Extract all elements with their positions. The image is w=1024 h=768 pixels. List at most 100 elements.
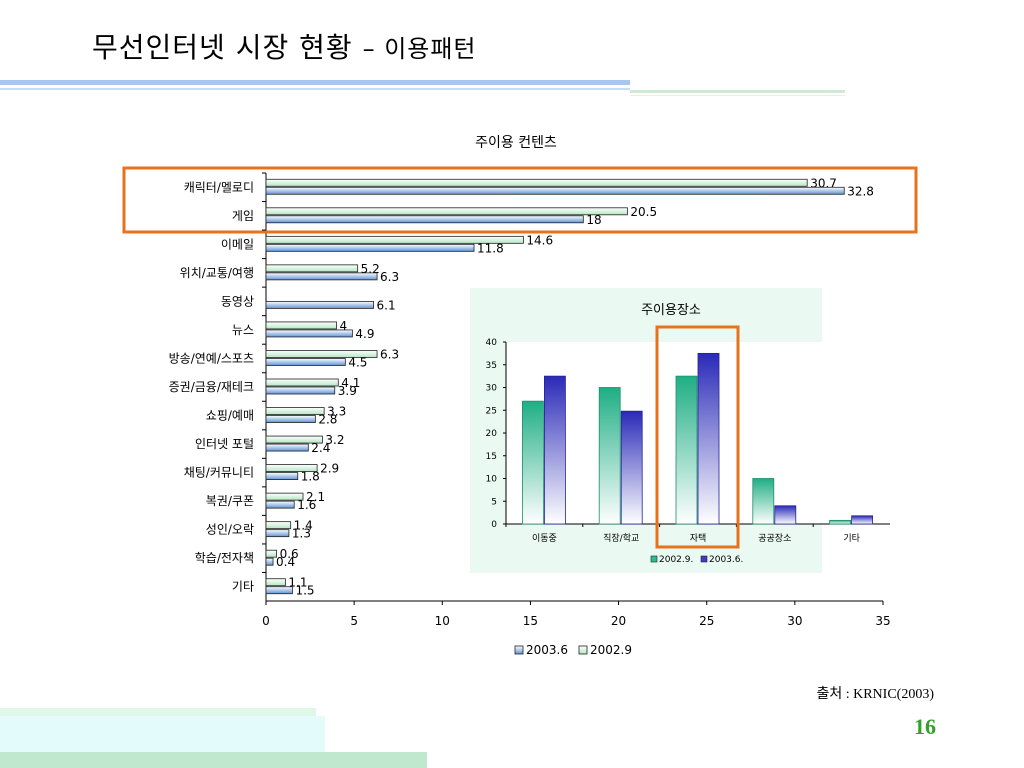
data-label: 6.1 bbox=[377, 298, 396, 312]
bar-2002-9 bbox=[265, 492, 304, 501]
category-label: 방송/연예/스포츠 bbox=[169, 351, 254, 365]
x-tick-label: 15 bbox=[523, 614, 538, 628]
inset-bar-2003-6- bbox=[851, 515, 873, 525]
inset-bar-2003-6- bbox=[620, 410, 643, 525]
bar-2002-9 bbox=[265, 521, 292, 530]
bar-2003-6 bbox=[265, 472, 299, 481]
title-underline bbox=[0, 80, 630, 85]
inset-category-label: 직장/학교 bbox=[603, 533, 639, 544]
footer-decoration-top bbox=[0, 708, 316, 716]
category-label: 학습/전자책 bbox=[195, 550, 254, 565]
inset-bar-2002-9- bbox=[522, 400, 544, 525]
inset-legend-swatch bbox=[650, 555, 658, 563]
slide-title: 무선인터넷 시장 현황 – 이용패턴 bbox=[92, 26, 477, 66]
highlight-box bbox=[122, 166, 918, 234]
category-label: 채팅/커뮤니티 bbox=[184, 466, 254, 480]
x-tick-label: 35 bbox=[875, 614, 890, 628]
footer-decoration-mid bbox=[0, 716, 325, 752]
bar-2002-9 bbox=[265, 207, 628, 216]
bar-2003-6 bbox=[265, 215, 584, 224]
inset-y-tick-label: 25 bbox=[486, 406, 497, 416]
inset-category-label: 자택 bbox=[690, 533, 707, 544]
data-label: 4 bbox=[340, 319, 348, 333]
category-label: 복권/쿠폰 bbox=[206, 494, 254, 508]
x-tick-label: 10 bbox=[435, 614, 450, 628]
bar-2002-9 bbox=[265, 350, 378, 358]
page-number: 16 bbox=[914, 714, 936, 739]
slide-title-main: 무선인터넷 시장 현황 bbox=[92, 31, 353, 64]
bar-2002-9 bbox=[265, 178, 808, 187]
bar-2002-9 bbox=[265, 549, 277, 558]
x-tick-label: 5 bbox=[350, 614, 358, 628]
legend-label: 2002.9 bbox=[590, 643, 632, 657]
data-label: 5.2 bbox=[361, 262, 380, 276]
bar-2003-6 bbox=[265, 386, 336, 395]
category-label: 캐릭터/멜로디 bbox=[184, 180, 254, 194]
inset-bar-2002-9- bbox=[829, 519, 851, 525]
x-tick-label: 20 bbox=[611, 614, 626, 628]
data-label: 2.1 bbox=[306, 490, 325, 504]
inset-bar-2002-9- bbox=[598, 387, 621, 525]
category-label: 기타 bbox=[232, 580, 254, 594]
bar-2003-6 bbox=[265, 243, 475, 252]
data-label: 1.6 bbox=[297, 498, 316, 512]
inset-chart-title: 주이용장소 bbox=[641, 303, 701, 318]
inset-bar-2002-9- bbox=[752, 478, 775, 525]
data-label: 32.8 bbox=[847, 184, 874, 198]
inset-bar-2003-6- bbox=[697, 352, 720, 525]
data-label: 18 bbox=[586, 213, 601, 227]
data-label: 0.4 bbox=[276, 555, 295, 569]
inset-y-tick-label: 5 bbox=[491, 497, 497, 507]
data-label: 1.8 bbox=[301, 470, 320, 484]
bar-2002-9 bbox=[265, 235, 524, 244]
data-label: 3.3 bbox=[327, 405, 346, 419]
inset-legend-label: 2002.9. bbox=[659, 555, 693, 565]
inset-category-label: 기타 bbox=[843, 533, 860, 544]
data-label: 0.6 bbox=[280, 547, 299, 561]
data-label: 4.5 bbox=[348, 355, 367, 369]
chart-title: 주이용 컨텐츠 bbox=[475, 135, 557, 151]
bar-2003-6 bbox=[265, 557, 274, 566]
bar-2003-6 bbox=[265, 358, 346, 366]
x-tick-label: 0 bbox=[262, 614, 270, 628]
x-tick-label: 30 bbox=[787, 614, 802, 628]
inset-bar-2002-9- bbox=[675, 375, 698, 525]
category-label: 위치/교통/여행 bbox=[180, 265, 254, 280]
bar-2003-6 bbox=[265, 500, 295, 509]
inset-highlight-box bbox=[655, 325, 740, 549]
data-label: 3.2 bbox=[325, 433, 344, 447]
bar-2002-9 bbox=[265, 578, 286, 587]
inset-y-tick-label: 35 bbox=[486, 361, 497, 371]
inset-y-tick-label: 0 bbox=[491, 520, 497, 530]
title-underline-accent-thin bbox=[630, 95, 845, 96]
title-underline-thin bbox=[0, 88, 630, 90]
data-label: 2.4 bbox=[311, 441, 330, 455]
bar-2003-6 bbox=[265, 329, 353, 338]
bar-2003-6 bbox=[265, 586, 293, 595]
data-label: 1.4 bbox=[294, 519, 313, 533]
category-label: 증권/금융/재테크 bbox=[169, 380, 254, 394]
inset-bar-2003-6- bbox=[774, 505, 797, 525]
bar-2003-6 bbox=[265, 300, 374, 309]
data-label: 20.5 bbox=[630, 205, 657, 219]
inset-category-label: 공공장소 bbox=[758, 533, 791, 544]
inset-y-tick-label: 30 bbox=[486, 384, 498, 394]
data-label: 4.1 bbox=[341, 376, 360, 390]
source-note: 출처 : KRNIC(2003) bbox=[816, 687, 934, 702]
category-label: 쇼핑/예매 bbox=[206, 409, 254, 423]
legend-swatch bbox=[578, 645, 588, 655]
data-label: 30.7 bbox=[810, 176, 837, 190]
bar-2002-9 bbox=[265, 378, 339, 387]
category-label: 이메일 bbox=[221, 237, 254, 251]
category-label: 성인/오락 bbox=[206, 523, 254, 537]
bar-2002-9 bbox=[265, 464, 318, 473]
bar-2002-9 bbox=[265, 321, 337, 330]
legend-swatch bbox=[514, 645, 524, 655]
data-label: 1.5 bbox=[295, 584, 314, 598]
data-label: 1.3 bbox=[292, 527, 311, 541]
category-label: 뉴스 bbox=[232, 323, 254, 337]
bar-2003-6 bbox=[265, 415, 316, 423]
inset-y-tick-label: 40 bbox=[486, 338, 498, 348]
bar-2003-6 bbox=[265, 272, 378, 281]
